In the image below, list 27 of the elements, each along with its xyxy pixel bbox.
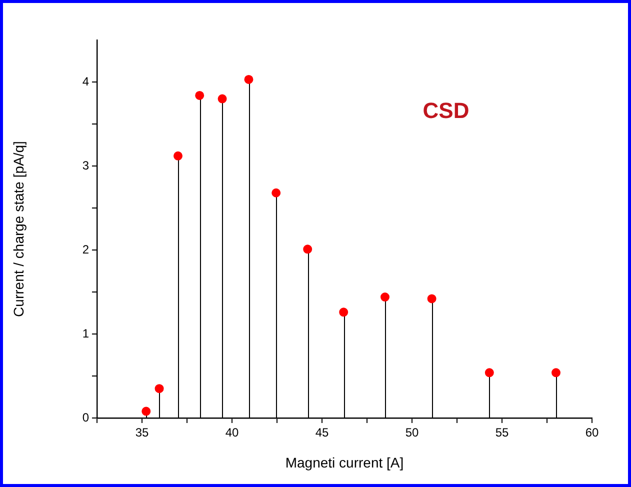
point	[380, 292, 390, 302]
point	[427, 294, 436, 304]
point	[552, 368, 560, 378]
x-axis-title: Magneti current [A]	[285, 454, 404, 470]
point	[154, 384, 164, 394]
point	[244, 74, 254, 84]
y-tick-label: 2	[82, 242, 90, 256]
x-tick-label: 35	[135, 426, 149, 440]
point	[195, 90, 204, 100]
point	[174, 151, 182, 160]
x-tick-label: 60	[585, 426, 599, 440]
point	[339, 308, 348, 317]
y-tick-label: 0	[82, 410, 90, 424]
point	[484, 368, 494, 378]
y-tick-label: 3	[82, 158, 90, 172]
x-tick-label: 50	[405, 426, 419, 440]
y-tick-label: 1	[82, 326, 90, 340]
point	[142, 406, 151, 416]
annotation: CSD	[422, 98, 470, 123]
y-tick-label: 4	[82, 74, 90, 88]
point	[303, 244, 312, 254]
x-tick-label: 55	[495, 426, 509, 440]
x-tick-label: 40	[225, 426, 239, 440]
y-axis-title: Current / charge state [pA/q]	[10, 141, 26, 317]
point	[218, 94, 227, 104]
x-tick-label: 45	[315, 426, 329, 440]
point	[272, 188, 281, 198]
